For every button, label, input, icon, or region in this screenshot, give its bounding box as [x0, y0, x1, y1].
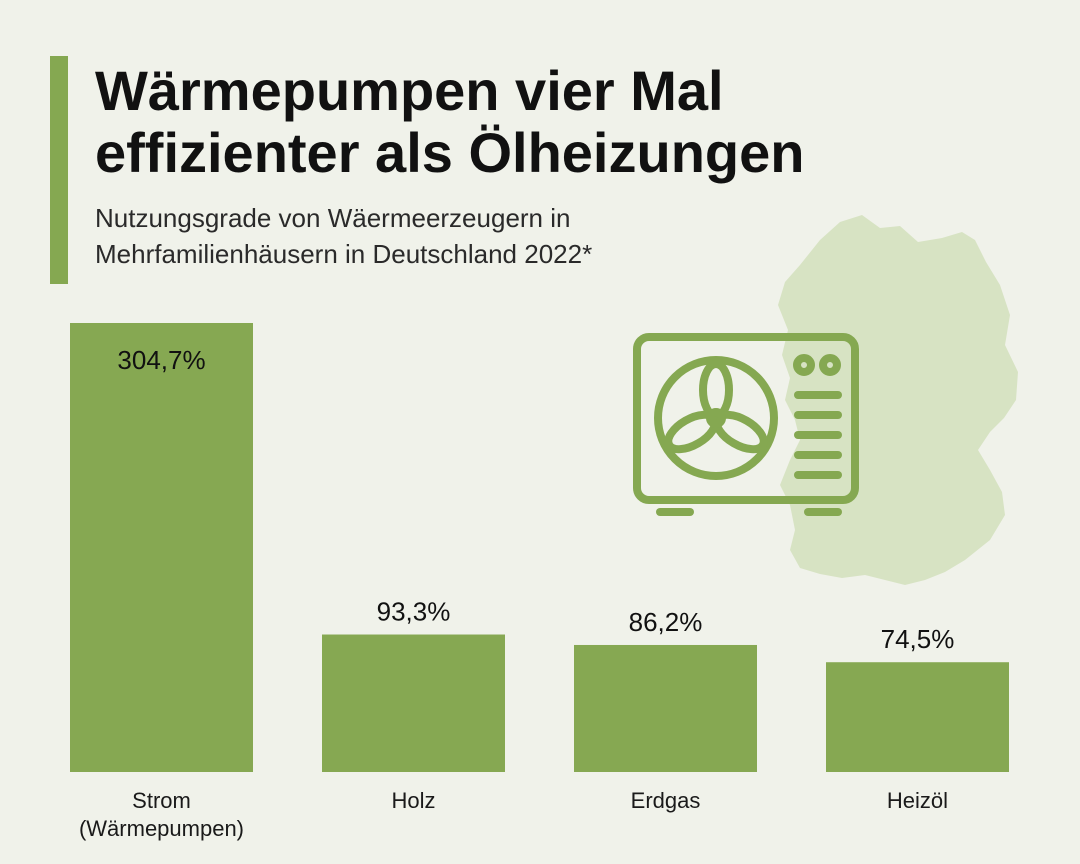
title-accent-bar — [50, 56, 68, 284]
subtitle-line-1: Nutzungsgrade von Wäermeerzeugern in — [95, 203, 571, 233]
labels-layer: 304,7% 93,3% 86,2% 74,5% — [117, 345, 954, 654]
bar-3 — [826, 662, 1009, 772]
bar-1 — [322, 634, 505, 772]
value-label-0: 304,7% — [117, 345, 205, 375]
chart-subtitle: Nutzungsgrade von Wäermeerzeugern in Meh… — [95, 200, 795, 272]
category-label-3: Heizöl — [887, 788, 948, 813]
value-label-1: 93,3% — [377, 597, 451, 627]
germany-map-icon — [778, 215, 1018, 585]
category-label-0: Strom — [132, 788, 191, 813]
title-line-1: Wärmepumpen vier Mal — [95, 59, 724, 122]
heat-pump-icon — [633, 333, 859, 516]
category-label-2: Erdgas — [631, 788, 701, 813]
category-label-1: Holz — [391, 788, 435, 813]
bar-2 — [574, 644, 757, 772]
bars-layer — [70, 323, 1009, 772]
bar-0 — [70, 323, 253, 772]
value-label-2: 86,2% — [629, 607, 703, 637]
category-labels-layer: Strom (Wärmepumpen) Holz Erdgas Heizöl — [79, 788, 948, 841]
title-line-2: effizienter als Ölheizungen — [95, 121, 805, 184]
category-label-0-line-2: (Wärmepumpen) — [79, 816, 244, 841]
chart-title: Wärmepumpen vier Mal effizienter als Ölh… — [95, 60, 995, 184]
value-label-3: 74,5% — [881, 624, 955, 654]
subtitle-line-2: Mehrfamilienhäusern in Deutschland 2022* — [95, 239, 593, 269]
